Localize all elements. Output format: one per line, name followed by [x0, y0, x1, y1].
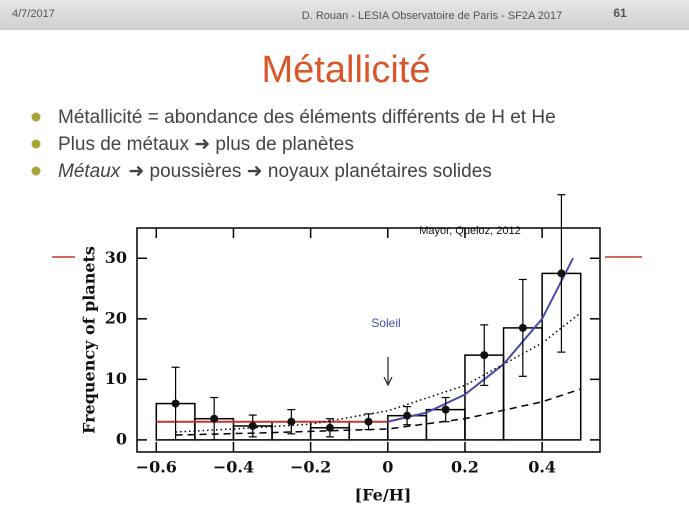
point: [248, 421, 257, 430]
bullet-rest: ➜ poussières ➜ noyaux planétaires solide…: [128, 161, 491, 182]
sun-label: Soleil: [371, 316, 400, 330]
point: [441, 405, 450, 414]
plot-frame: [136, 227, 601, 453]
bullet-dot: [31, 139, 41, 149]
header-source: D. Rouan - LESIA Observatoire de Paris -…: [302, 10, 562, 22]
bullet-text: Plus de métaux ➜ plus de planètes: [58, 134, 354, 155]
credit: Mayor, Queloz, 2012: [419, 225, 521, 237]
point: [171, 399, 180, 408]
point: [325, 423, 334, 432]
x-axis-label: [Fe/H]: [355, 486, 412, 505]
bullet-dot: [31, 166, 41, 176]
point: [287, 417, 296, 426]
point: [518, 323, 527, 332]
bullets: Métallicité = abondance des éléments dif…: [31, 107, 556, 182]
x-tick-label: 0: [382, 458, 393, 477]
bullet-italic: Métaux: [58, 161, 122, 182]
point: [557, 269, 566, 278]
y-axis-label: Frequency of planets: [80, 246, 99, 434]
header-band: [0, 0, 689, 30]
y-tick-label: 0: [116, 429, 127, 448]
point: [480, 351, 489, 360]
y-tick-label: 20: [105, 308, 127, 327]
bullet-text: Métallicité = abondance des éléments dif…: [58, 107, 556, 128]
y-tick-label: 10: [105, 369, 127, 388]
x-tick-label: −0.4: [213, 458, 254, 477]
slide-title: Métallicité: [262, 49, 431, 91]
x-tick-label: −0.2: [290, 458, 331, 477]
point: [364, 417, 373, 426]
curve: [175, 312, 582, 433]
bullet-dot: [31, 112, 41, 122]
curve: [175, 388, 581, 436]
x-tick-label: 0.2: [451, 458, 479, 477]
sun-arrow-head: [383, 376, 393, 387]
page-number: 61: [613, 6, 627, 20]
point: [210, 414, 219, 423]
header-date: 4/7/2017: [12, 8, 55, 20]
point: [403, 411, 412, 420]
x-tick-label: −0.6: [136, 458, 177, 477]
y-tick-label: 30: [105, 248, 127, 267]
x-tick-label: 0.4: [528, 458, 556, 477]
bullet-text: Métaux ➜ poussières ➜ noyaux planétaires …: [58, 161, 492, 182]
